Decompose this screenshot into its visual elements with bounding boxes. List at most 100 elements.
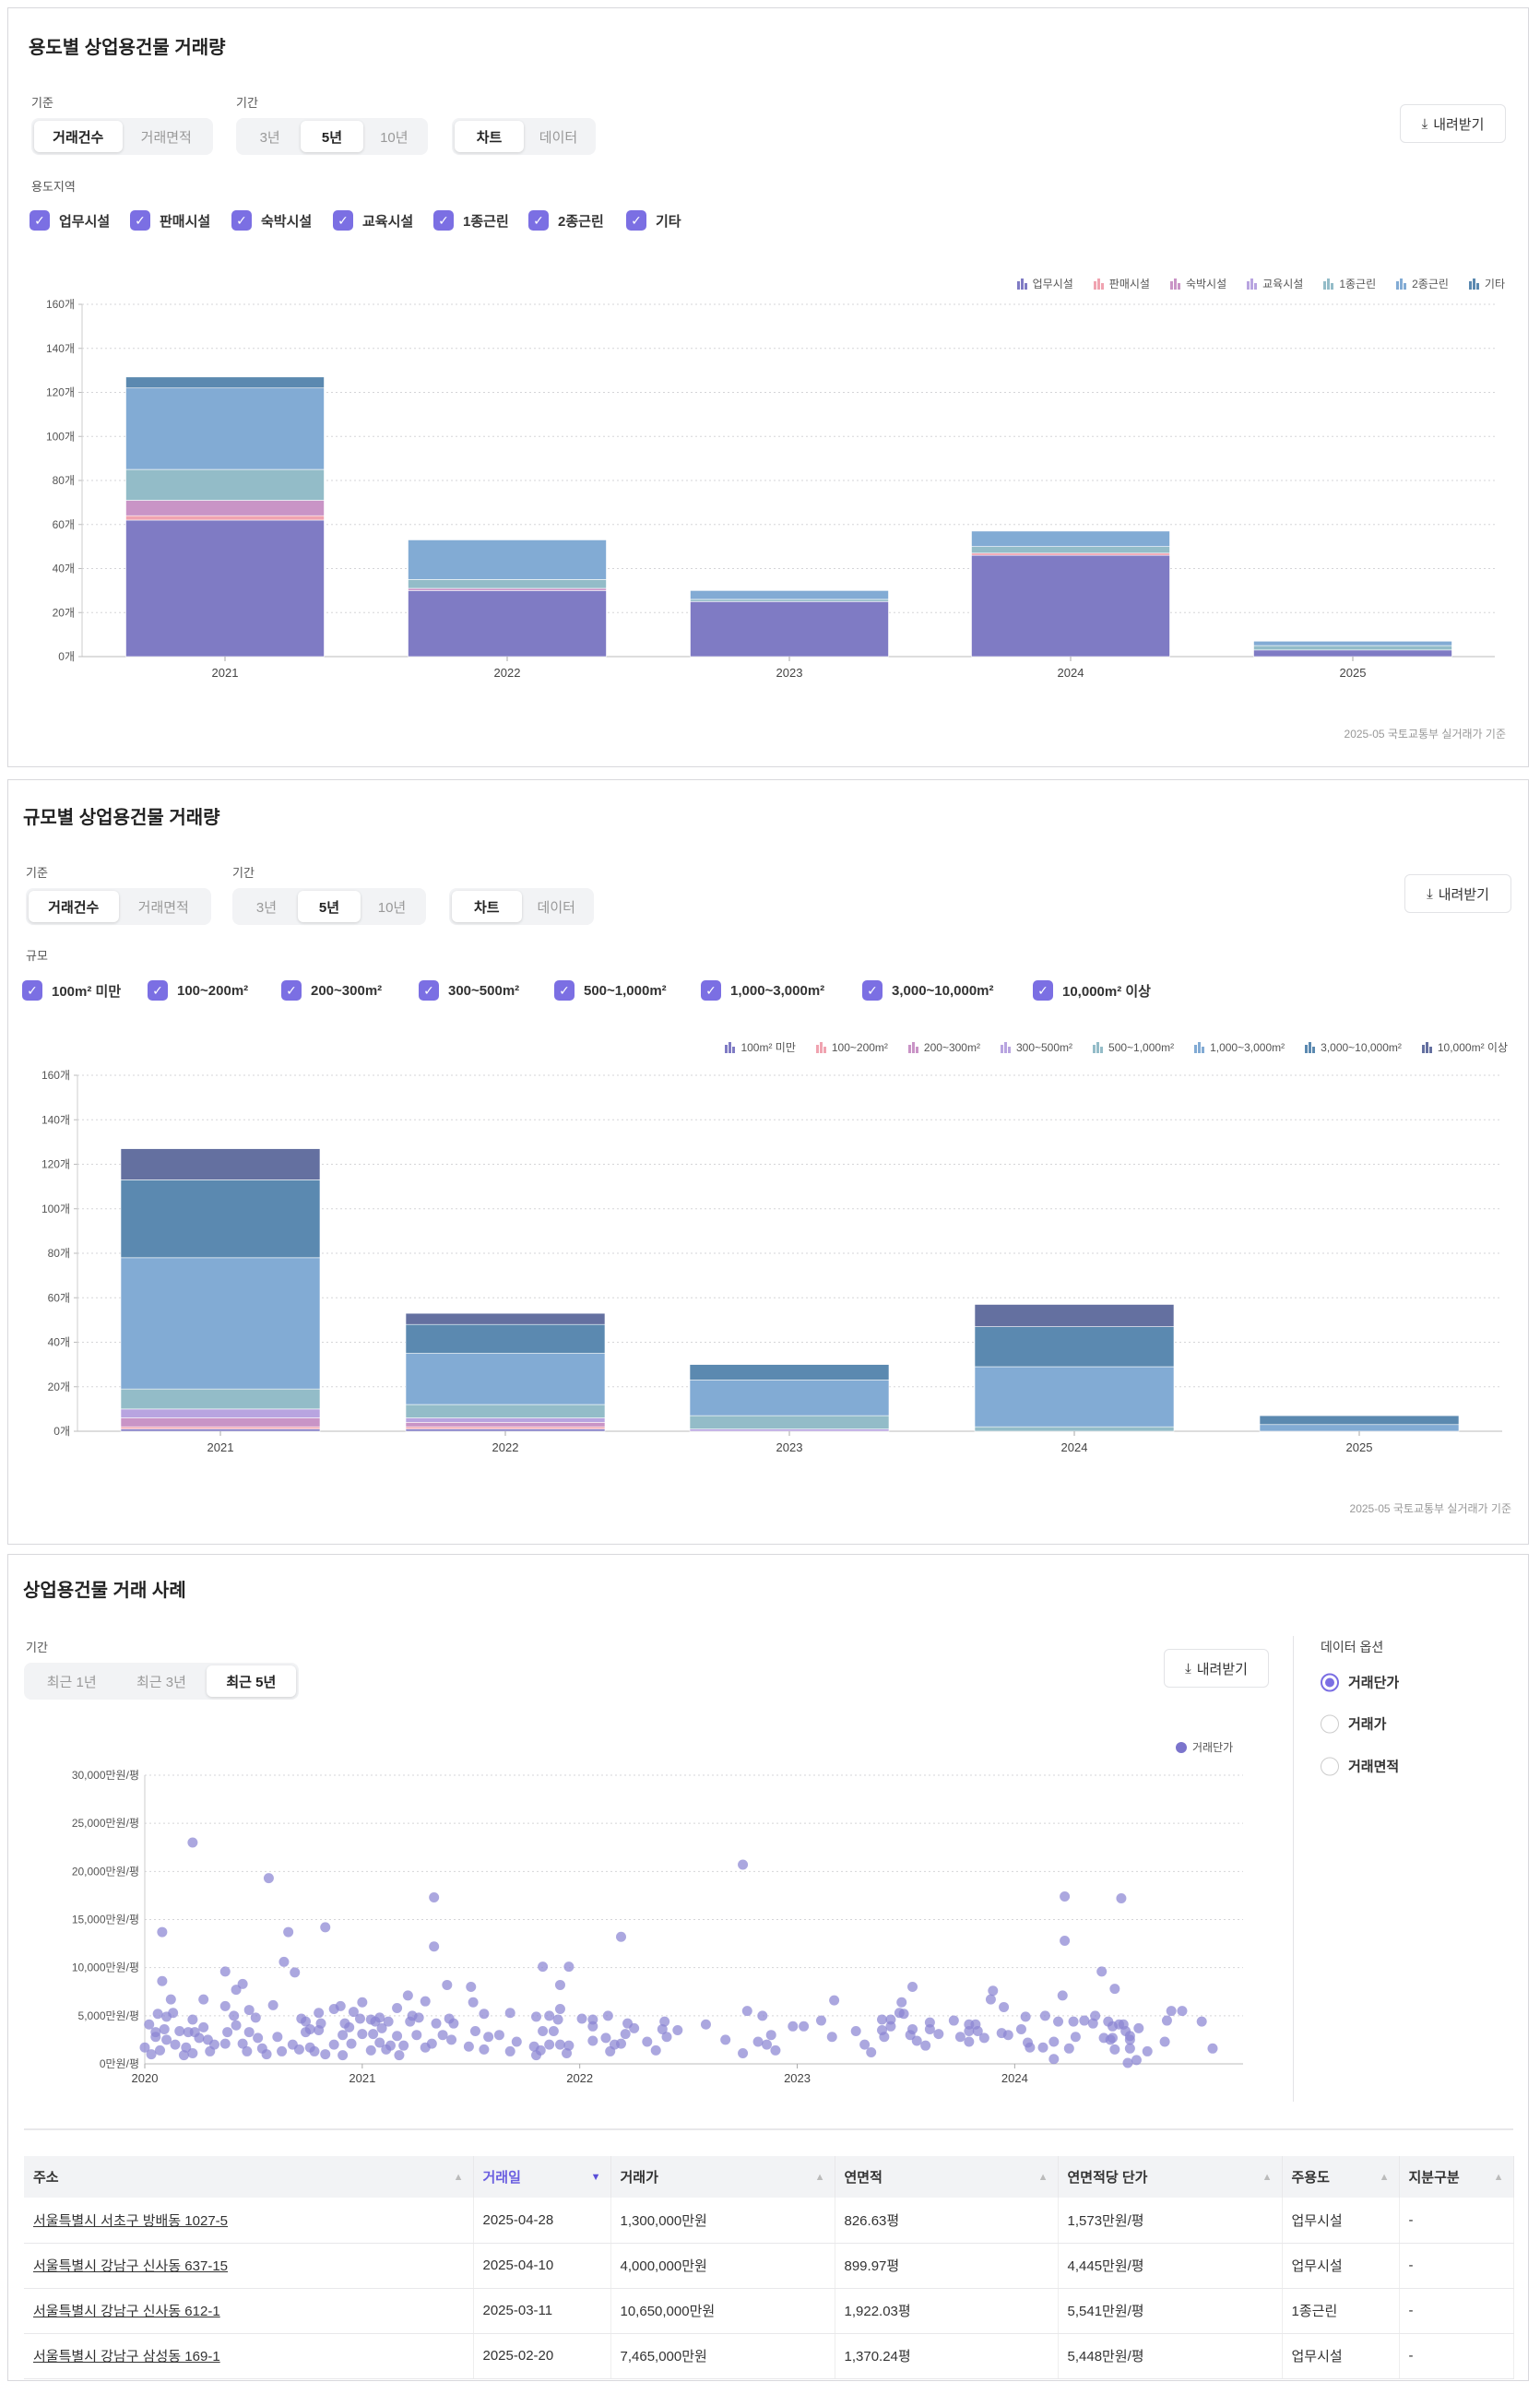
- scatter-point[interactable]: [661, 2032, 672, 2043]
- scatter-point[interactable]: [554, 2039, 565, 2050]
- address-link[interactable]: 서울특별시 강남구 삼성동 169-1: [33, 2349, 220, 2364]
- scatter-point[interactable]: [263, 1873, 274, 1884]
- scatter-point[interactable]: [544, 2039, 555, 2050]
- bar-segment-3,000~10,000m²[interactable]: [689, 1364, 890, 1381]
- bar-segment-1,000~3,000m²[interactable]: [689, 1380, 890, 1416]
- bar-segment-업무시설[interactable]: [971, 554, 1170, 658]
- bar-segment-3,000~10,000m²[interactable]: [974, 1326, 1175, 1368]
- scatter-point[interactable]: [552, 2014, 563, 2025]
- scatter-point[interactable]: [504, 2008, 515, 2019]
- sort-asc-icon[interactable]: ▲: [814, 2171, 825, 2183]
- scatter-point[interactable]: [1087, 2018, 1098, 2029]
- legend-item[interactable]: 1,000~3,000m²: [1194, 1041, 1285, 1054]
- scatter-point[interactable]: [1037, 2042, 1048, 2053]
- scatter-point[interactable]: [985, 1994, 996, 2005]
- filter-checkbox[interactable]: ✓ 200~300m²: [281, 980, 382, 1001]
- scatter-point[interactable]: [1124, 2043, 1135, 2054]
- scatter-point[interactable]: [1109, 2044, 1120, 2055]
- scatter-point[interactable]: [554, 1979, 565, 1990]
- scatter-point[interactable]: [1020, 2011, 1031, 2022]
- filter-checkbox[interactable]: ✓ 100~200m²: [148, 980, 248, 1001]
- legend-item[interactable]: 500~1,000m²: [1093, 1041, 1174, 1054]
- period-1y-button[interactable]: 최근 1년: [46, 1674, 97, 1690]
- address-link[interactable]: 서울특별시 서초구 방배동 1027-5: [33, 2212, 229, 2229]
- sort-asc-icon[interactable]: ▲: [453, 2171, 464, 2183]
- scatter-point[interactable]: [877, 2014, 888, 2025]
- bar-segment-3,000~10,000m²[interactable]: [120, 1179, 321, 1259]
- scatter-point[interactable]: [231, 2020, 242, 2031]
- scatter-point[interactable]: [463, 2041, 474, 2052]
- column-header[interactable]: 연면적당 단가 ▲: [1058, 2156, 1283, 2198]
- radio-price[interactable]: 거래가: [1321, 1714, 1386, 1734]
- scatter-point[interactable]: [1207, 2043, 1218, 2054]
- period-5y-button[interactable]: 최근 5년: [206, 1665, 296, 1697]
- bar-segment-300~500m²[interactable]: [689, 1428, 890, 1432]
- filter-checkbox[interactable]: ✓ 300~500m²: [419, 980, 519, 1001]
- radio-area[interactable]: 거래면적: [1321, 1757, 1399, 1776]
- scatter-point[interactable]: [446, 2034, 457, 2045]
- scatter-point[interactable]: [277, 2045, 288, 2056]
- scatter-point[interactable]: [1109, 1984, 1120, 1995]
- legend-item[interactable]: 3,000~10,000m²: [1305, 1041, 1402, 1054]
- scatter-point[interactable]: [150, 2032, 161, 2043]
- period-10y-button[interactable]: 10년: [377, 899, 407, 916]
- basis-area-button[interactable]: 거래면적: [137, 899, 189, 916]
- scatter-point[interactable]: [1142, 2045, 1153, 2056]
- period-5y-button[interactable]: 5년: [301, 121, 363, 152]
- bar-segment-200~300m²[interactable]: [405, 1422, 606, 1428]
- scatter-point[interactable]: [1048, 2054, 1060, 2065]
- scatter-point[interactable]: [348, 2007, 359, 2018]
- scatter-point[interactable]: [866, 2046, 877, 2057]
- scatter-point[interactable]: [290, 1967, 301, 1978]
- bar-segment-기타[interactable]: [125, 376, 325, 389]
- scatter-point[interactable]: [1196, 2016, 1207, 2027]
- bar-segment-2종근린[interactable]: [408, 539, 607, 580]
- scatter-point[interactable]: [159, 2023, 170, 2034]
- column-header[interactable]: 지분구분 ▲: [1399, 2156, 1514, 2198]
- period-10y-button[interactable]: 10년: [380, 129, 409, 146]
- address-link[interactable]: 서울특별시 강남구 신사동 612-1: [33, 2304, 220, 2319]
- scatter-point[interactable]: [602, 2010, 613, 2021]
- sort-asc-icon[interactable]: ▲: [1037, 2171, 1048, 2183]
- scatter-point[interactable]: [208, 2039, 219, 2050]
- scatter-point[interactable]: [229, 2010, 240, 2021]
- scatter-point[interactable]: [1002, 2030, 1013, 2041]
- scatter-point[interactable]: [1096, 1966, 1108, 1977]
- scatter-point[interactable]: [187, 2014, 198, 2025]
- scatter-point[interactable]: [1133, 2022, 1144, 2033]
- legend-item[interactable]: 100~200m²: [815, 1041, 888, 1054]
- column-header[interactable]: 거래가 ▲: [610, 2156, 835, 2198]
- legend-item[interactable]: 기타: [1468, 276, 1505, 291]
- bar-segment-10,000m² 이상[interactable]: [405, 1312, 606, 1325]
- scatter-point[interactable]: [479, 2009, 490, 2020]
- column-header[interactable]: 연면적 ▲: [835, 2156, 1059, 2198]
- scatter-point[interactable]: [250, 2012, 261, 2023]
- scatter-point[interactable]: [1090, 2010, 1101, 2021]
- scatter-point[interactable]: [1131, 2055, 1142, 2066]
- scatter-point[interactable]: [146, 2049, 157, 2060]
- basis-count-button[interactable]: 거래건수: [29, 891, 119, 922]
- scatter-point[interactable]: [278, 1956, 290, 1967]
- bar-segment-2종근린[interactable]: [125, 387, 325, 470]
- scatter-point[interactable]: [504, 2045, 515, 2056]
- scatter-point[interactable]: [920, 2040, 931, 2051]
- bar-segment-200~300m²[interactable]: [120, 1417, 321, 1428]
- scatter-point[interactable]: [988, 1985, 999, 1997]
- scatter-point[interactable]: [354, 2013, 365, 2024]
- scatter-point[interactable]: [168, 2008, 179, 2019]
- scatter-point[interactable]: [587, 2035, 598, 2046]
- bar-segment-숙박시설[interactable]: [125, 500, 325, 516]
- scatter-point[interactable]: [1063, 2043, 1074, 2054]
- scatter-point[interactable]: [429, 1941, 440, 1952]
- scatter-point[interactable]: [469, 2026, 480, 2037]
- bar-segment-500~1,000m²[interactable]: [405, 1404, 606, 1418]
- scatter-point[interactable]: [161, 2034, 172, 2045]
- filter-checkbox[interactable]: ✓ 10,000m² 이상: [1033, 980, 1151, 1001]
- scatter-point[interactable]: [437, 2030, 448, 2041]
- table-row[interactable]: 서울특별시 강남구 신사동 637-15 2025-04-10 4,000,000만…: [24, 2243, 1514, 2289]
- scatter-point[interactable]: [972, 2026, 983, 2037]
- scatter-point[interactable]: [315, 2018, 326, 2029]
- bar-segment-500~1,000m²[interactable]: [120, 1388, 321, 1410]
- filter-checkbox[interactable]: ✓ 2종근린: [528, 210, 604, 231]
- scatter-point[interactable]: [907, 2023, 918, 2034]
